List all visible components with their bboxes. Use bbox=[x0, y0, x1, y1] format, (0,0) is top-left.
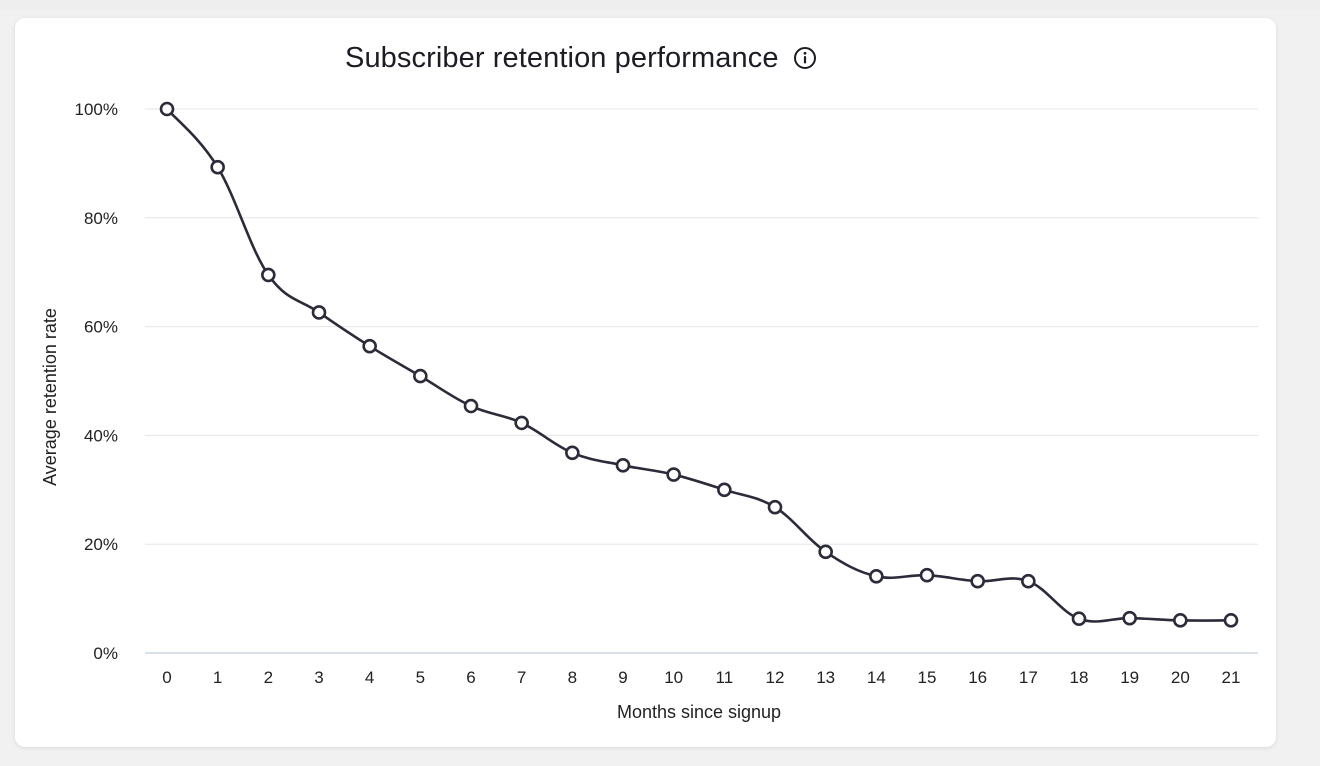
data-point-month-21[interactable] bbox=[1223, 613, 1239, 628]
x-tick-label: 17 bbox=[1019, 668, 1038, 687]
x-tick-label: 3 bbox=[314, 668, 323, 687]
x-tick-label: 1 bbox=[213, 668, 222, 687]
x-tick-label: 10 bbox=[664, 668, 683, 687]
data-point-month-11[interactable] bbox=[717, 482, 732, 498]
x-tick-label: 11 bbox=[716, 668, 734, 687]
data-point-month-12[interactable] bbox=[767, 499, 783, 515]
data-point-month-6[interactable] bbox=[463, 398, 479, 414]
y-tick-labels: 0% 20% 40% 60% 80% 100% bbox=[75, 100, 118, 663]
x-tick-label: 19 bbox=[1120, 668, 1139, 687]
data-point-month-2[interactable] bbox=[261, 267, 276, 283]
data-point-month-10[interactable] bbox=[666, 467, 681, 482]
x-tick-label: 6 bbox=[466, 668, 475, 687]
retention-chart: 0%20%40%60%80%100% 0 1 2 3 4 5 6 7 8 9 10 11 12 13 14 1… bbox=[40, 100, 1258, 722]
x-tick-label: 12 bbox=[766, 668, 785, 687]
title-row: Subscriber retention performance bbox=[345, 38, 817, 78]
y-tick-label: 40% bbox=[84, 426, 118, 445]
x-tick-label: 16 bbox=[968, 668, 987, 687]
data-point-month-7[interactable] bbox=[514, 415, 529, 431]
y-tick-label: 100% bbox=[75, 100, 118, 119]
x-tick-label: 4 bbox=[365, 668, 374, 687]
x-tick-label: 14 bbox=[867, 668, 886, 687]
chart-title: Subscriber retention performance bbox=[345, 41, 779, 74]
chart-card: Subscriber retention performance 0% 20% 40… bbox=[15, 18, 1276, 747]
data-point-month-17[interactable] bbox=[1021, 573, 1036, 589]
x-tick-label: 7 bbox=[517, 668, 526, 687]
y-tick-label: 80% bbox=[84, 209, 118, 228]
grid-layer bbox=[145, 108, 1258, 654]
data-point-month-18[interactable] bbox=[1071, 611, 1087, 627]
x-tick-label: 5 bbox=[416, 668, 425, 687]
x-tick-label: 9 bbox=[618, 668, 627, 687]
data-point-month-19[interactable] bbox=[1122, 610, 1137, 626]
y-tick-label: 20% bbox=[84, 535, 118, 554]
x-tick-label: 20 bbox=[1171, 668, 1190, 687]
top-strip bbox=[0, 0, 1320, 10]
info-circle-icon[interactable] bbox=[793, 46, 817, 70]
x-tick-label: 18 bbox=[1070, 668, 1089, 687]
y-axis-label: Average retention rate bbox=[40, 308, 60, 486]
y-tick-label: 60% bbox=[84, 318, 118, 337]
data-point-month-13[interactable] bbox=[818, 544, 833, 560]
data-point-month-4[interactable] bbox=[362, 338, 377, 354]
x-tick-label: 21 bbox=[1222, 668, 1241, 687]
data-point-month-14[interactable] bbox=[869, 568, 884, 584]
data-point-month-16[interactable] bbox=[970, 573, 985, 589]
x-tick-label: 15 bbox=[918, 668, 937, 687]
x-axis-label: Months since signup bbox=[617, 702, 781, 722]
data-point-month-0[interactable] bbox=[159, 101, 175, 117]
y-tick-label: 0% bbox=[93, 644, 118, 663]
x-tick-labels: 0 1 2 3 4 5 6 7 8 9 10 11 12 13 14 15 16 17 18 19 20 21 bbox=[162, 668, 1240, 687]
data-point-month-3[interactable] bbox=[311, 305, 327, 320]
data-point-month-8[interactable] bbox=[565, 445, 580, 461]
x-tick-label: 0 bbox=[162, 668, 171, 687]
data-point-month-15[interactable] bbox=[919, 567, 935, 583]
data-point-month-5[interactable] bbox=[413, 368, 428, 384]
data-points bbox=[159, 101, 1239, 628]
data-point-month-9[interactable] bbox=[615, 458, 631, 473]
data-point-month-20[interactable] bbox=[1173, 613, 1188, 628]
x-tick-label: 2 bbox=[264, 668, 273, 687]
data-point-month-1[interactable] bbox=[210, 159, 225, 175]
x-tick-label: 13 bbox=[816, 668, 835, 687]
x-tick-label: 8 bbox=[568, 668, 577, 687]
